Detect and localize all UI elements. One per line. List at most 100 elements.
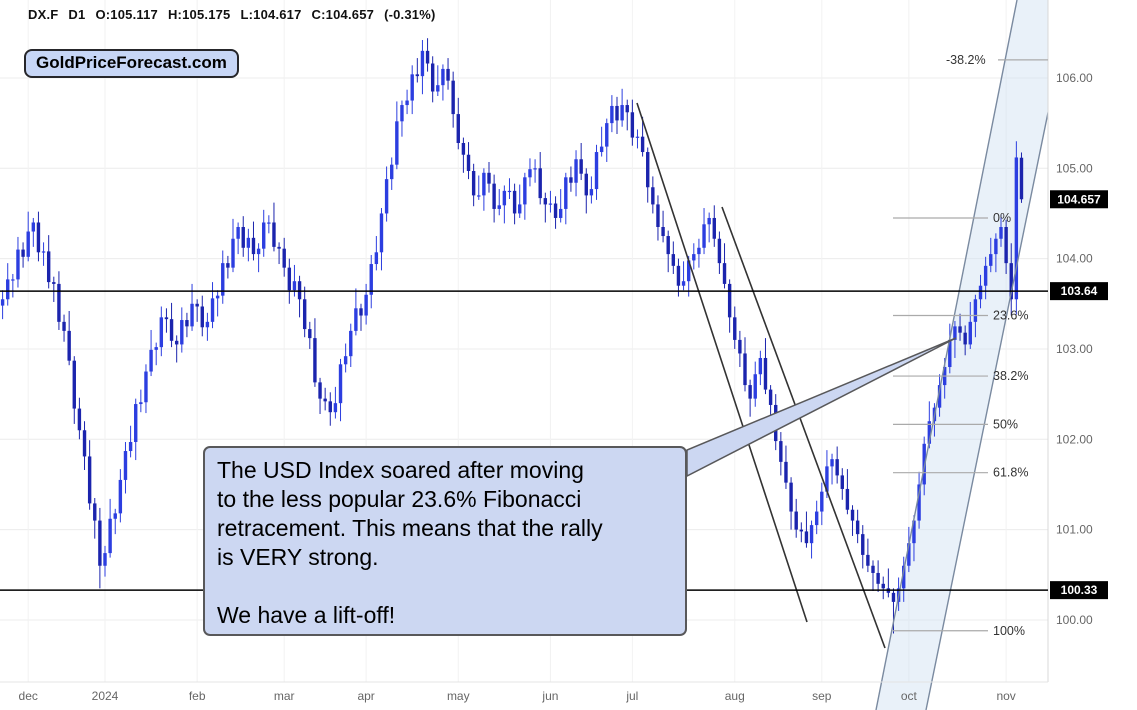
candle-body bbox=[630, 112, 635, 138]
plot-area[interactable] bbox=[0, 0, 1071, 710]
candle-body bbox=[292, 281, 297, 291]
candle-body bbox=[743, 353, 747, 386]
candle-body bbox=[733, 317, 737, 340]
candle-body bbox=[231, 238, 235, 268]
candle-body bbox=[794, 511, 798, 530]
candle-body bbox=[6, 279, 10, 300]
timeframe-label[interactable]: D1 bbox=[68, 7, 86, 22]
y-axis-label: 104.00 bbox=[1056, 252, 1093, 266]
candle-body bbox=[287, 267, 292, 291]
candles[interactable] bbox=[0, 38, 1024, 634]
candle-body bbox=[139, 402, 143, 405]
high-value: H:105.175 bbox=[167, 7, 231, 22]
candle-body bbox=[210, 298, 215, 322]
candle-body bbox=[978, 285, 983, 300]
low-value: L:104.617 bbox=[240, 7, 302, 22]
candle-body bbox=[195, 303, 199, 307]
candle-body bbox=[840, 475, 844, 489]
candle-body bbox=[487, 172, 491, 184]
candle-body bbox=[16, 249, 20, 280]
x-axis-label: apr bbox=[357, 689, 374, 703]
candle-body bbox=[215, 295, 220, 299]
candle-body bbox=[313, 338, 317, 383]
candle-body bbox=[359, 308, 363, 316]
candle-body bbox=[738, 339, 742, 354]
y-axis-label: 103.00 bbox=[1056, 342, 1093, 356]
candle-body bbox=[763, 357, 768, 390]
callout-tail bbox=[686, 337, 957, 478]
candle-body bbox=[999, 227, 1003, 239]
candle-body bbox=[569, 177, 573, 183]
candle-body bbox=[36, 222, 41, 253]
y-axis-label: 101.00 bbox=[1056, 523, 1093, 537]
candle-body bbox=[727, 283, 732, 318]
candle-body bbox=[533, 168, 537, 170]
candle-body bbox=[221, 263, 225, 296]
candle-body bbox=[256, 248, 261, 255]
candle-body bbox=[523, 177, 527, 205]
ohlc-header: DX.F D1 O:105.117 H:105.175 L:104.617 C:104.6… bbox=[28, 7, 446, 22]
candle-body bbox=[640, 136, 645, 153]
candle-body bbox=[395, 121, 399, 165]
down-channel-upper-line[interactable] bbox=[636, 102, 808, 623]
candle-body bbox=[190, 303, 194, 327]
candle-body bbox=[338, 364, 343, 404]
candle-body bbox=[420, 50, 425, 77]
candle-body bbox=[902, 565, 906, 589]
candle-body bbox=[871, 565, 875, 573]
candle-body bbox=[41, 251, 46, 253]
candle-body bbox=[983, 265, 988, 286]
candle-body bbox=[164, 317, 169, 320]
symbol-label[interactable]: DX.F bbox=[28, 7, 59, 22]
candle-body bbox=[845, 488, 850, 510]
candle-body bbox=[46, 251, 51, 283]
rising-channel-shade bbox=[876, 0, 1048, 710]
down-channel-lower-line[interactable] bbox=[721, 206, 886, 649]
candle-body bbox=[98, 520, 102, 566]
candle-body bbox=[26, 231, 30, 257]
candle-body bbox=[72, 360, 76, 409]
candle-body bbox=[144, 371, 148, 403]
candle-body bbox=[646, 152, 650, 188]
candle-body bbox=[128, 441, 133, 452]
candle-body bbox=[308, 329, 312, 339]
candle-body bbox=[855, 520, 860, 535]
fib-level-label: 50% bbox=[993, 417, 1018, 431]
candle-body bbox=[0, 299, 5, 306]
candle-body bbox=[707, 217, 711, 225]
candle-body bbox=[492, 183, 496, 209]
candle-body bbox=[543, 198, 548, 205]
candle-body bbox=[297, 281, 302, 300]
change-percent: (-0.31%) bbox=[384, 7, 436, 22]
rising-channel-left-line[interactable] bbox=[875, 0, 1018, 710]
candle-body bbox=[87, 456, 92, 504]
annotation-callout: The USD Index soared after moving to the… bbox=[203, 446, 687, 636]
svg-text:104.657: 104.657 bbox=[1057, 192, 1101, 206]
candle-body bbox=[712, 217, 716, 239]
candle-body bbox=[912, 520, 916, 544]
candle-body bbox=[67, 330, 71, 361]
candle-body bbox=[323, 398, 327, 402]
candle-body bbox=[768, 389, 773, 405]
candle-body bbox=[369, 264, 373, 295]
rising-channel-right-line[interactable] bbox=[925, 0, 1071, 710]
candle-body bbox=[963, 332, 967, 345]
candle-body bbox=[753, 374, 757, 399]
candle-body bbox=[512, 190, 517, 214]
fib-level-label: 0% bbox=[993, 211, 1011, 225]
candle-body bbox=[62, 321, 66, 331]
candle-body bbox=[262, 222, 266, 249]
candle-body bbox=[267, 222, 271, 224]
candle-body bbox=[917, 484, 921, 521]
candle-body bbox=[1004, 227, 1008, 264]
candle-body bbox=[758, 357, 763, 375]
candle-body bbox=[11, 279, 15, 281]
candle-body bbox=[927, 421, 932, 444]
candle-body bbox=[538, 168, 542, 199]
candle-body bbox=[825, 466, 829, 492]
close-value: C:104.657 bbox=[311, 7, 375, 22]
x-axis-label: jun bbox=[541, 689, 558, 703]
candle-body bbox=[251, 237, 256, 255]
candle-body bbox=[989, 254, 993, 266]
